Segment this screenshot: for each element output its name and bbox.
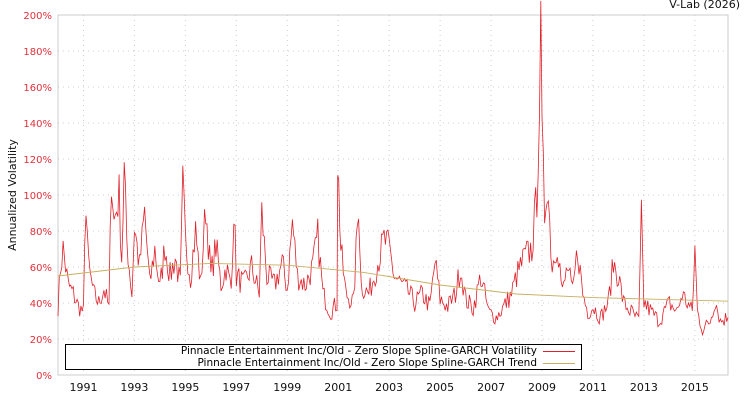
x-tick-label: 2013 <box>630 381 658 394</box>
y-tick-label: 20% <box>30 335 52 346</box>
y-tick-label: 140% <box>23 119 52 130</box>
y-tick-label: 120% <box>23 155 52 166</box>
x-tick-label: 1993 <box>120 381 148 394</box>
x-tick-label: 1995 <box>171 381 199 394</box>
x-tick-label: 1997 <box>222 381 250 394</box>
x-tick-label: 2009 <box>528 381 556 394</box>
x-tick-label: 2007 <box>477 381 505 394</box>
legend-label-volatility: Pinnacle Entertainment Inc/Old - Zero Sl… <box>180 345 537 357</box>
y-tick-label: 60% <box>30 263 52 274</box>
x-tick-label: 1999 <box>273 381 301 394</box>
y-tick-label: 100% <box>23 191 52 202</box>
y-tick-label: 160% <box>23 83 52 94</box>
y-tick-label: 40% <box>30 299 52 310</box>
legend-label-trend: Pinnacle Entertainment Inc/Old - Zero Sl… <box>197 357 537 369</box>
legend-swatch-volatility <box>543 350 575 352</box>
x-tick-label: 2011 <box>579 381 607 394</box>
plot-frame <box>57 14 729 376</box>
y-tick-label: 80% <box>30 227 52 238</box>
legend-swatch-trend <box>543 362 575 364</box>
x-tick-label: 2003 <box>375 381 403 394</box>
credit-label: V-Lab (2026) <box>669 0 740 11</box>
x-tick-label: 1991 <box>69 381 97 394</box>
grid <box>58 15 728 375</box>
y-tick-label: 200% <box>23 11 52 22</box>
y-tick-label: 0% <box>36 371 52 382</box>
x-tick-label: 2001 <box>324 381 352 394</box>
y-axis-label: Annualized Volatility <box>6 139 19 251</box>
x-tick-label: 2005 <box>426 381 454 394</box>
legend: Pinnacle Entertainment Inc/Old - Zero Sl… <box>65 344 582 370</box>
trend-line <box>57 262 729 302</box>
x-tick-label: 2015 <box>681 381 709 394</box>
y-tick-label: 180% <box>23 47 52 58</box>
